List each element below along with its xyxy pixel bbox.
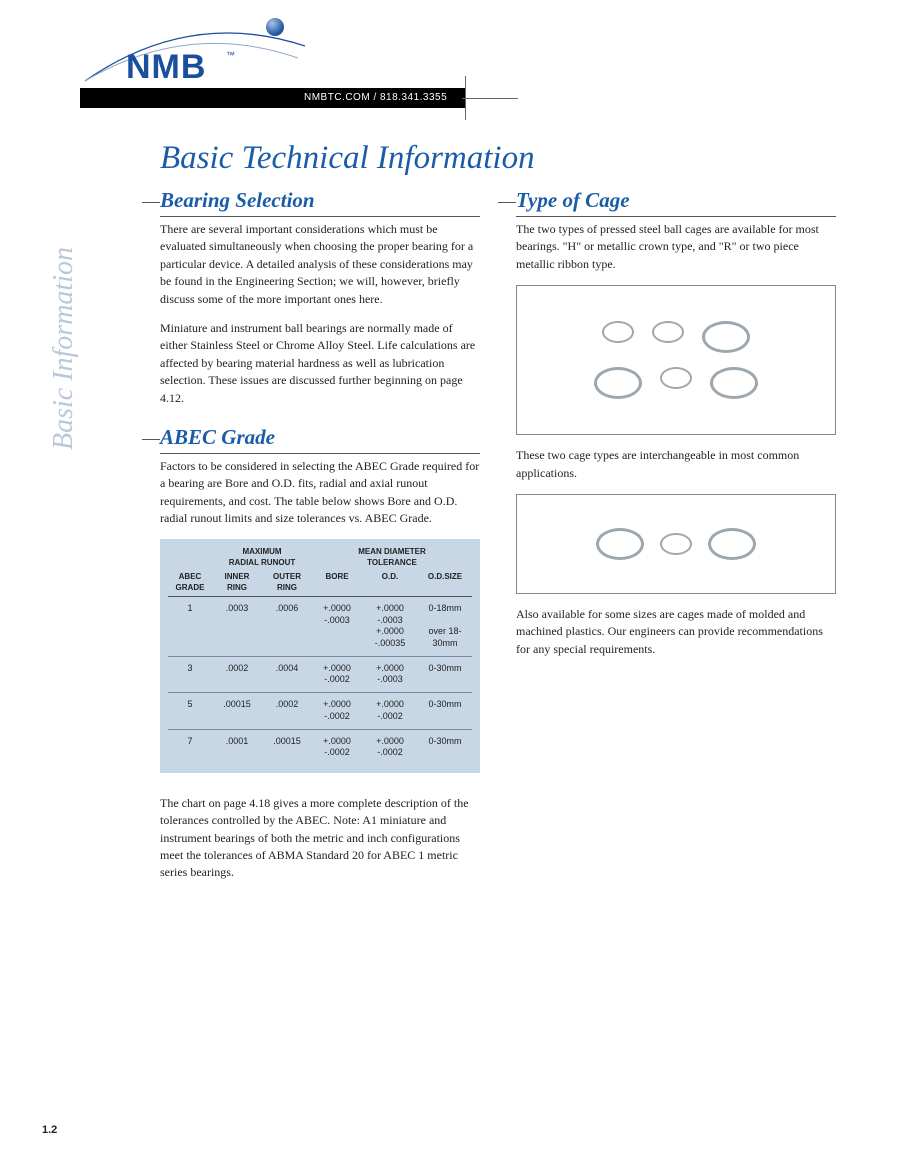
cage-image-1 <box>516 285 836 435</box>
section-type-of-cage: Type of Cage <box>516 188 836 217</box>
cage-p2: These two cage types are interchangeable… <box>516 447 836 482</box>
cage-p3: Also available for some sizes are cages … <box>516 606 836 658</box>
ring-icon <box>652 321 684 343</box>
brand-tm: ™ <box>226 50 235 60</box>
logo-globe-icon <box>266 18 284 36</box>
page-title: Basic Technical Information <box>160 140 535 177</box>
content-area: Bearing Selection There are several impo… <box>160 188 840 894</box>
abec-grade-p1: Factors to be considered in selecting th… <box>160 458 480 528</box>
contact-info: NMBTC.COM / 818.341.3355 <box>294 88 457 108</box>
abec-table-columns: ABEC GRADE INNER RING OUTER RING BORE O.… <box>168 572 472 597</box>
cage-p1: The two types of pressed steel ball cage… <box>516 221 836 273</box>
page-header: NMB ™ NMBTC.COM / 818.341.3355 <box>0 0 900 120</box>
cage-image-2 <box>516 494 836 594</box>
abec-table: MAXIMUM RADIAL RUNOUT MEAN DIAMETER TOLE… <box>160 539 480 772</box>
bearing-selection-p2: Miniature and instrument ball bearings a… <box>160 320 480 407</box>
col-size: O.D.SIZE <box>418 572 472 593</box>
col-od: O.D. <box>362 572 418 593</box>
ring-icon <box>702 321 750 353</box>
ring-icon <box>708 528 756 560</box>
col-outer: OUTER RING <box>262 572 312 593</box>
brand-logo: NMB <box>126 48 206 87</box>
section-abec-grade: ABEC Grade <box>160 425 480 454</box>
col-inner: INNER RING <box>212 572 262 593</box>
ring-icon <box>602 321 634 343</box>
table-row: 3.0002.0004+.0000 -.0002+.0000 -.00030-3… <box>168 657 472 693</box>
abec-header-tolerance: MEAN DIAMETER TOLERANCE <box>312 547 472 568</box>
ring-icon <box>660 367 692 389</box>
abec-table-body: 1.0003.0006+.0000 -.0003+.0000 -.0003 +.… <box>168 597 472 765</box>
col-bore: BORE <box>312 572 362 593</box>
table-row: 5.00015.0002+.0000 -.0002+.0000 -.00020-… <box>168 693 472 729</box>
abec-table-header-groups: MAXIMUM RADIAL RUNOUT MEAN DIAMETER TOLE… <box>168 547 472 572</box>
ring-icon <box>596 528 644 560</box>
right-column: Type of Cage The two types of pressed st… <box>516 188 836 894</box>
left-column: Bearing Selection There are several impo… <box>160 188 480 894</box>
table-row: 7.0001.00015+.0000 -.0002+.0000 -.00020-… <box>168 730 472 765</box>
abec-footer-note: The chart on page 4.18 gives a more comp… <box>160 795 480 882</box>
sidebar-section-label: Basic Information <box>48 247 80 450</box>
section-bearing-selection: Bearing Selection <box>160 188 480 217</box>
table-row: 1.0003.0006+.0000 -.0003+.0000 -.0003 +.… <box>168 597 472 657</box>
ring-icon <box>710 367 758 399</box>
ring-icon <box>660 533 692 555</box>
page-number: 1.2 <box>42 1124 57 1136</box>
bearing-selection-p1: There are several important consideratio… <box>160 221 480 308</box>
ring-icon <box>594 367 642 399</box>
col-grade: ABEC GRADE <box>168 572 212 593</box>
abec-header-runout: MAXIMUM RADIAL RUNOUT <box>212 547 312 568</box>
